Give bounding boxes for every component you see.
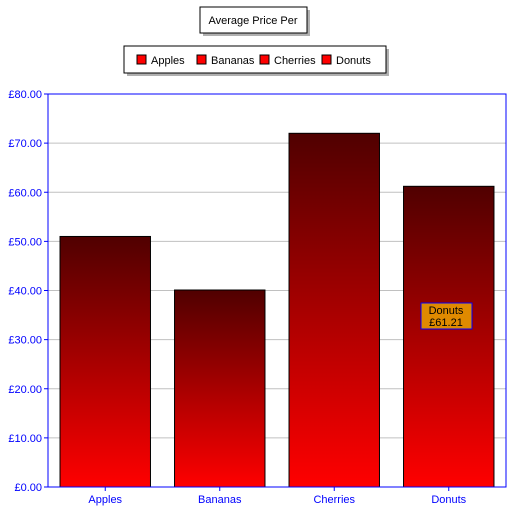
chart-title-box: Average Price Per xyxy=(199,6,310,36)
x-tick-label: Donuts xyxy=(431,494,466,506)
y-axis-ticks: £0.00 £10.00 £20.00 £30.00 £40.00 £50.00 £60.0… xyxy=(8,89,48,494)
legend-label: Bananas xyxy=(211,55,255,67)
y-tick-label: £30.00 xyxy=(8,335,42,347)
legend-swatch xyxy=(136,54,147,65)
y-tick-label: £20.00 xyxy=(8,384,42,396)
bar-bananas[interactable] xyxy=(174,289,266,488)
bar-donuts[interactable] xyxy=(403,185,495,488)
x-tick-label: Cherries xyxy=(313,494,355,506)
y-tick-label: £60.00 xyxy=(8,187,42,199)
x-axis-ticks: Apples Bananas Cherries Donuts xyxy=(88,487,467,506)
chart-title: Average Price Per xyxy=(208,15,297,27)
y-tick-label: £80.00 xyxy=(8,89,42,101)
tooltip-category: Donuts xyxy=(429,305,464,317)
legend-label: Cherries xyxy=(274,55,316,67)
x-tick-label: Apples xyxy=(88,494,122,506)
y-tick-label: £50.00 xyxy=(8,236,42,248)
legend-label: Apples xyxy=(151,55,185,67)
legend-label: Donuts xyxy=(336,55,371,67)
legend-swatch xyxy=(196,54,207,65)
bars xyxy=(59,132,495,488)
y-tick-label: £40.00 xyxy=(8,286,42,298)
legend: Apples Bananas Cherries Donuts xyxy=(123,45,389,76)
data-tooltip: Donuts £61.21 xyxy=(420,302,473,330)
legend-swatch xyxy=(259,54,270,65)
x-tick-label: Bananas xyxy=(198,494,242,506)
tooltip-value: £61.21 xyxy=(429,317,463,329)
legend-swatch xyxy=(321,54,332,65)
y-tick-label: £0.00 xyxy=(14,482,42,494)
y-tick-label: £10.00 xyxy=(8,433,42,445)
y-tick-label: £70.00 xyxy=(8,138,42,150)
bar-apples[interactable] xyxy=(59,235,151,488)
bar-cherries[interactable] xyxy=(288,132,380,488)
